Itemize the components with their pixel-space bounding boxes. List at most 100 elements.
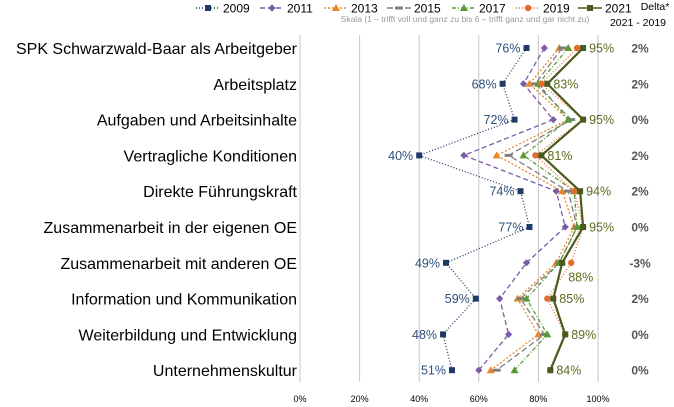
series-2013 (486, 44, 579, 374)
legend-label: 2013 (351, 2, 378, 16)
category-label: Arbeitsplatz (213, 77, 297, 94)
value-label-2021: 95% (589, 113, 614, 127)
category-label: Zusammenarbeit in der eigenen OE (44, 220, 297, 237)
series-lines (416, 44, 587, 374)
data-point (416, 152, 423, 159)
legend-label: 2011 (287, 2, 313, 16)
value-label-2009: 68% (472, 77, 497, 91)
grid-lines (299, 35, 599, 382)
value-labels: 76% 68% 72% 40% 74% 77% 49% 59% 48% 51% 95% 83% 95% 8… (388, 42, 614, 378)
series-line (539, 47, 585, 371)
value-label-2021: 95% (589, 221, 614, 235)
delta-value: 0% (631, 364, 649, 378)
value-label-2009: 40% (388, 149, 413, 163)
category-label: Unternehmenskultur (153, 363, 298, 380)
value-label-2021: 89% (571, 328, 596, 342)
legend-marker (205, 5, 211, 11)
legend-label: 2009 (223, 2, 250, 16)
data-point (547, 367, 554, 374)
data-point (544, 295, 551, 302)
x-tick-label: 40% (410, 394, 428, 404)
category-labels: SPK Schwarzwald-Baar als Arbeitgeber Arbe… (16, 41, 298, 380)
data-point (567, 259, 575, 266)
delta-values: 2% 2% 0% 2% 2% 0% -3% 2% 0% 0% (629, 42, 651, 378)
data-point (475, 366, 483, 374)
data-point (540, 332, 549, 336)
value-label-2009: 49% (415, 256, 440, 270)
series-2011 (460, 44, 569, 374)
value-label-2021: 83% (553, 77, 578, 91)
value-label-2021: 94% (586, 185, 611, 199)
legend-label: 2015 (414, 2, 441, 16)
data-point (570, 188, 578, 195)
legend-marker (460, 4, 468, 11)
delta-value: 2% (631, 149, 649, 163)
data-point (511, 116, 518, 123)
series-line (514, 47, 578, 371)
legend: 2009 2011 2013 2015 2017 2019 2021 (196, 2, 632, 16)
data-point (499, 80, 506, 87)
delta-value: 2% (631, 185, 649, 199)
data-point (492, 151, 501, 159)
data-point (559, 259, 566, 266)
data-point (460, 151, 468, 159)
delta-value: 0% (631, 113, 649, 127)
series-2021 (538, 45, 587, 374)
data-point (543, 330, 552, 338)
value-label-2009: 51% (421, 364, 446, 378)
data-point (472, 295, 479, 302)
legend-marker (395, 6, 403, 10)
data-point (531, 82, 540, 86)
x-tick-label: 20% (351, 394, 369, 404)
value-label-2009: 74% (489, 185, 514, 199)
data-point (562, 331, 569, 338)
delta-value: 2% (631, 292, 649, 306)
category-label: Direkte Führungskraft (143, 184, 297, 201)
category-label: Information und Kommunikation (71, 292, 297, 309)
category-label: Zusammenarbeit mit anderen OE (60, 256, 297, 273)
x-tick-label: 80% (529, 394, 547, 404)
legend-marker (332, 4, 340, 11)
x-tick-label: 0% (293, 394, 306, 404)
data-point (538, 80, 545, 88)
series-line (417, 47, 531, 371)
x-tick-label: 100% (586, 394, 609, 404)
x-tick-label: 60% (470, 394, 488, 404)
data-point (573, 44, 581, 52)
category-label: Vertragliche Konditionen (124, 148, 297, 165)
legend-label: 2019 (543, 2, 570, 16)
data-point (440, 331, 447, 338)
data-point (577, 188, 584, 195)
category-label: SPK Schwarzwald-Baar als Arbeitgeber (16, 41, 298, 58)
value-label-2009: 76% (495, 42, 520, 56)
value-label-2021: 81% (547, 149, 572, 163)
value-label-2009: 72% (484, 113, 509, 127)
data-point (443, 259, 450, 266)
value-label-2009: 77% (498, 221, 523, 235)
delta-value: 0% (631, 221, 649, 235)
category-label: Weiterbildung und Entwicklung (79, 327, 298, 344)
data-point (580, 116, 587, 123)
data-point (522, 259, 531, 267)
delta-value: 2% (631, 42, 649, 56)
x-axis-ticks: 0% 20% 40% 60% 80% 100% (293, 394, 609, 404)
data-point (550, 295, 557, 302)
legend-label: 2017 (479, 2, 506, 16)
data-point (538, 152, 545, 159)
value-label-2009: 59% (445, 292, 470, 306)
delta-value: 0% (631, 328, 649, 342)
scale-note: Skala (1 – trifft voll und ganz zu bis 6… (341, 14, 590, 24)
data-point (496, 295, 504, 303)
series-line (496, 47, 578, 371)
data-point (516, 297, 525, 301)
data-point (564, 44, 573, 51)
data-point (540, 44, 548, 52)
value-label-2021: 95% (589, 42, 614, 56)
data-point (448, 367, 455, 374)
data-point (580, 45, 587, 51)
data-point (567, 118, 576, 122)
legend-marker (587, 5, 593, 11)
value-label-2021: 84% (556, 364, 581, 378)
legend-marker (268, 4, 276, 12)
